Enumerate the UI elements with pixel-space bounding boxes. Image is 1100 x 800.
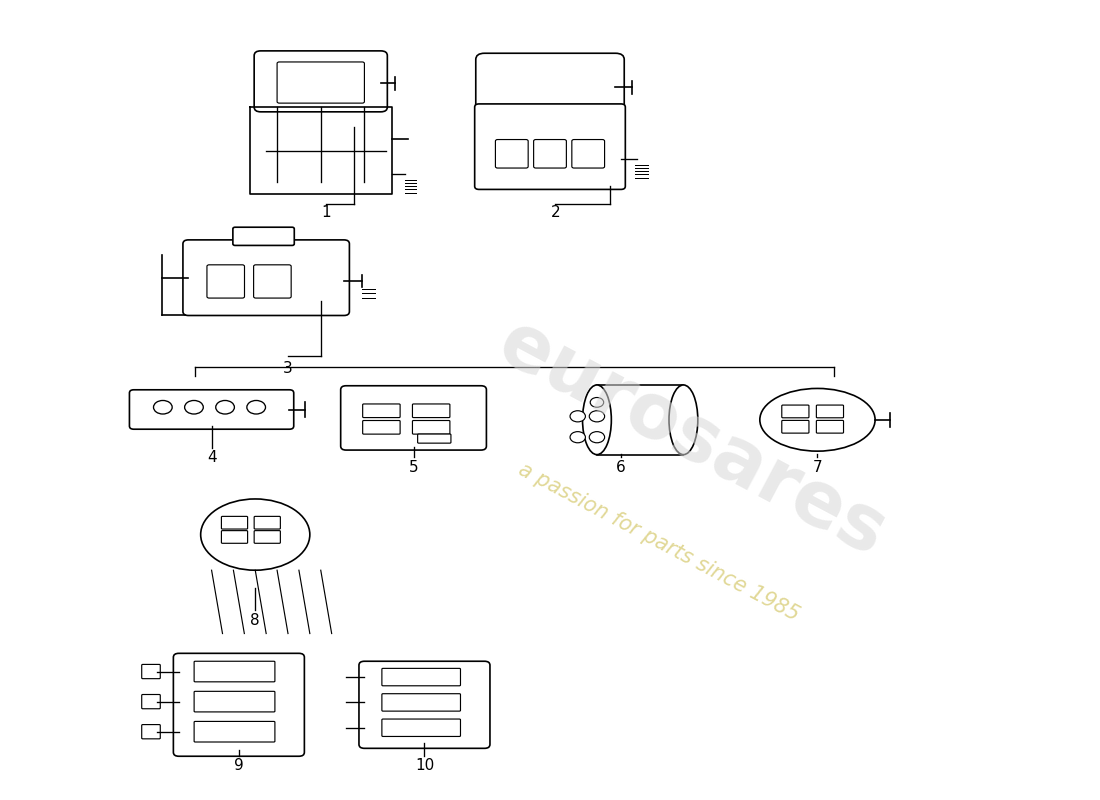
FancyBboxPatch shape xyxy=(142,665,161,678)
Circle shape xyxy=(591,398,604,407)
Ellipse shape xyxy=(669,385,697,454)
Circle shape xyxy=(216,401,234,414)
FancyBboxPatch shape xyxy=(142,694,161,709)
FancyBboxPatch shape xyxy=(382,668,461,686)
Text: a passion for parts since 1985: a passion for parts since 1985 xyxy=(516,460,803,626)
FancyBboxPatch shape xyxy=(233,227,295,246)
FancyBboxPatch shape xyxy=(142,725,161,739)
FancyBboxPatch shape xyxy=(254,51,387,112)
Text: 1: 1 xyxy=(321,205,331,220)
FancyBboxPatch shape xyxy=(194,691,275,712)
Circle shape xyxy=(185,401,204,414)
FancyBboxPatch shape xyxy=(194,662,275,682)
FancyBboxPatch shape xyxy=(572,139,605,168)
Ellipse shape xyxy=(760,389,876,451)
Bar xyxy=(597,385,683,454)
FancyBboxPatch shape xyxy=(418,434,451,443)
FancyBboxPatch shape xyxy=(534,139,566,168)
FancyBboxPatch shape xyxy=(816,405,844,418)
Text: 10: 10 xyxy=(415,758,434,774)
FancyBboxPatch shape xyxy=(382,719,461,737)
FancyBboxPatch shape xyxy=(476,54,624,114)
Ellipse shape xyxy=(583,385,612,454)
FancyBboxPatch shape xyxy=(412,404,450,418)
FancyBboxPatch shape xyxy=(254,265,292,298)
FancyBboxPatch shape xyxy=(782,420,808,433)
FancyBboxPatch shape xyxy=(221,530,248,543)
FancyBboxPatch shape xyxy=(130,390,294,430)
Ellipse shape xyxy=(200,499,310,570)
Text: 9: 9 xyxy=(234,758,244,774)
Text: 3: 3 xyxy=(283,361,293,376)
Text: 6: 6 xyxy=(616,460,626,474)
FancyBboxPatch shape xyxy=(782,405,808,418)
FancyBboxPatch shape xyxy=(221,516,248,529)
Circle shape xyxy=(590,432,605,442)
FancyBboxPatch shape xyxy=(174,654,305,756)
Text: 5: 5 xyxy=(409,460,418,474)
Circle shape xyxy=(246,401,265,414)
Text: 4: 4 xyxy=(207,450,217,465)
FancyBboxPatch shape xyxy=(207,265,244,298)
Text: 2: 2 xyxy=(551,205,560,220)
FancyBboxPatch shape xyxy=(183,240,350,315)
Circle shape xyxy=(570,432,585,442)
FancyBboxPatch shape xyxy=(412,421,450,434)
FancyBboxPatch shape xyxy=(475,104,625,190)
FancyBboxPatch shape xyxy=(363,421,400,434)
FancyBboxPatch shape xyxy=(194,722,275,742)
Circle shape xyxy=(154,401,173,414)
Text: eurosares: eurosares xyxy=(485,306,899,573)
FancyBboxPatch shape xyxy=(341,386,486,450)
Text: 7: 7 xyxy=(813,460,823,474)
Circle shape xyxy=(570,410,585,422)
FancyBboxPatch shape xyxy=(254,530,280,543)
FancyBboxPatch shape xyxy=(254,516,280,529)
FancyBboxPatch shape xyxy=(816,420,844,433)
Text: 8: 8 xyxy=(251,613,260,627)
FancyBboxPatch shape xyxy=(363,404,400,418)
FancyBboxPatch shape xyxy=(382,694,461,711)
FancyBboxPatch shape xyxy=(359,662,490,748)
FancyBboxPatch shape xyxy=(495,139,528,168)
FancyBboxPatch shape xyxy=(277,62,364,103)
Circle shape xyxy=(590,410,605,422)
